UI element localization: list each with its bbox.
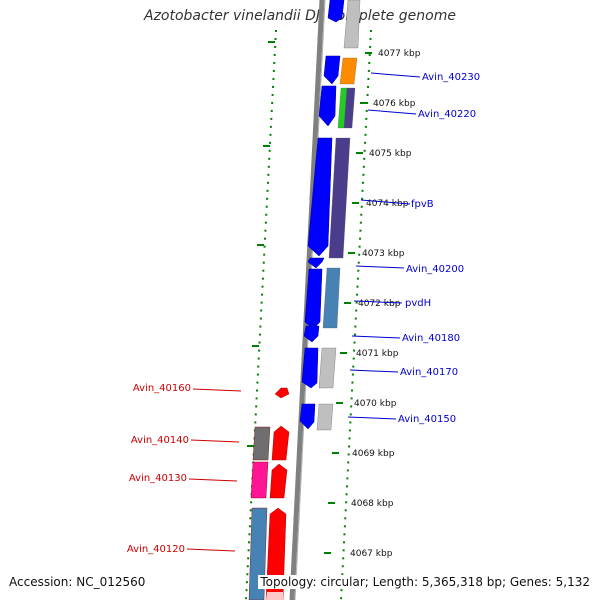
gene-block [318, 347, 337, 389]
gene-label-avin-40130[interactable]: Avin_40130 [129, 473, 187, 484]
kbp-label: 4071 kbp [356, 349, 399, 359]
gene-block [322, 267, 341, 329]
gene-block [339, 57, 358, 85]
right-gene-labels: Avin_40230 Avin_40220 fpvB Avin_40200 pv… [398, 72, 480, 425]
gene-arrow [271, 425, 290, 461]
kbp-label: 4072 kbp [358, 299, 401, 309]
kbp-label: 4067 kbp [350, 549, 393, 559]
gene-label-pvdh[interactable]: pvdH [405, 298, 431, 309]
kbp-label: 4076 kbp [373, 99, 416, 109]
gene-block [252, 426, 271, 461]
left-gene-labels: Avin_40160 Avin_40140 Avin_40130 Avin_40… [127, 383, 191, 555]
gene-block [316, 403, 334, 431]
map-title: Azotobacter vinelandii DJ, complete geno… [144, 8, 456, 24]
gene-label-avin-40150[interactable]: Avin_40150 [398, 414, 456, 425]
kbp-label: 4074 kbp [366, 199, 409, 209]
kbp-label: 4069 kbp [352, 449, 395, 459]
kbp-label: 4073 kbp [362, 249, 405, 259]
gene-arrow [318, 85, 337, 127]
gene-label-avin-40140[interactable]: Avin_40140 [131, 435, 189, 446]
topology-label: Topology: circular; Length: 5,365,318 bp… [258, 575, 590, 589]
gene-arrow [327, 0, 345, 23]
right-label-connectors [347, 72, 421, 420]
gene-label-avin-40220[interactable]: Avin_40220 [418, 109, 476, 120]
kbp-label: 4068 kbp [351, 499, 394, 509]
gene-arrow [269, 463, 288, 499]
left-label-connectors [186, 388, 242, 552]
kbp-label: 4070 kbp [354, 399, 397, 409]
gene-arrow [307, 257, 325, 269]
gene-block [343, 87, 356, 129]
forward-strand-blocks [316, 0, 361, 431]
gene-block [343, 0, 361, 49]
gene-block [250, 461, 269, 499]
gene-label-avin-40180[interactable]: Avin_40180 [402, 333, 460, 344]
gene-arrow [323, 55, 341, 85]
gene-label-fpvb[interactable]: fpvB [411, 199, 434, 210]
left-guide-dashes [247, 41, 275, 447]
kbp-tick-marks [324, 52, 372, 554]
gene-arrow [301, 347, 319, 389]
gene-arrow [303, 325, 320, 343]
reverse-strand-genes [248, 387, 290, 600]
gene-arrow [307, 137, 333, 257]
accession-label: Accession: NC_012560 [9, 575, 146, 589]
gene-label-avin-40200[interactable]: Avin_40200 [406, 264, 464, 275]
kbp-label: 4075 kbp [369, 149, 412, 159]
gene-arrow [299, 403, 316, 430]
gene-block [266, 592, 283, 600]
kbp-label: 4077 kbp [378, 49, 421, 59]
gene-label-avin-40230[interactable]: Avin_40230 [422, 72, 480, 83]
kbp-labels: 4077 kbp 4076 kbp 4075 kbp 4074 kbp 4073… [350, 49, 421, 559]
forward-strand-genes [299, 0, 345, 430]
gene-label-avin-40120[interactable]: Avin_40120 [127, 544, 185, 555]
gene-label-avin-40170[interactable]: Avin_40170 [400, 367, 458, 378]
gene-label-avin-40160[interactable]: Avin_40160 [133, 383, 191, 394]
gene-arrow [304, 268, 323, 330]
gene-arrow [274, 387, 290, 399]
gene-block [328, 137, 351, 259]
